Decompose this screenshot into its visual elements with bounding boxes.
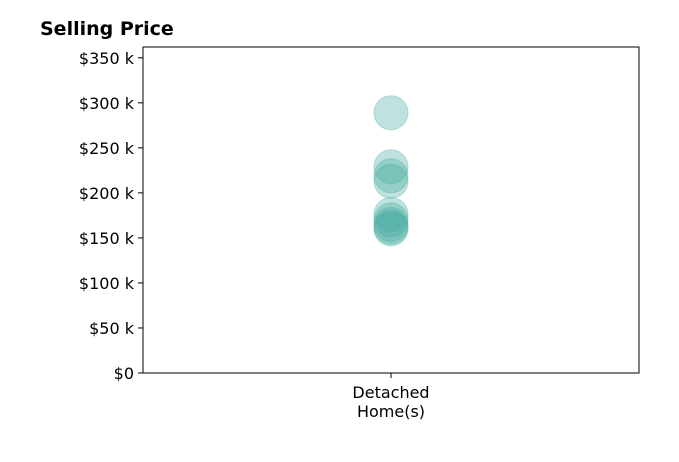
- y-tick-label: $250 k: [79, 139, 135, 158]
- y-tick-label: $350 k: [79, 49, 135, 68]
- x-tick-label: Detached Home(s): [352, 383, 429, 421]
- data-point: [373, 95, 409, 131]
- data-point: [373, 158, 409, 194]
- data-point: [373, 149, 409, 185]
- y-tick-label: $150 k: [79, 229, 135, 248]
- x-axis: Detached Home(s): [352, 373, 430, 421]
- y-tick-label: $300 k: [79, 94, 135, 113]
- chart-title: Selling Price: [40, 18, 174, 40]
- data-point: [373, 202, 409, 238]
- y-tick-label: $100 k: [79, 274, 135, 293]
- data-points: [373, 95, 409, 247]
- y-tick-label: $50 k: [89, 319, 135, 338]
- data-point: [373, 206, 409, 242]
- y-tick-label: $200 k: [79, 184, 135, 203]
- data-point: [373, 211, 409, 247]
- data-point: [373, 163, 409, 199]
- data-point: [373, 209, 409, 245]
- y-axis: $0 $50 k $100 k $150 k $200 k $250 k $300 k $35…: [79, 49, 143, 383]
- y-tick-label: $0: [114, 364, 134, 383]
- data-point: [373, 197, 409, 233]
